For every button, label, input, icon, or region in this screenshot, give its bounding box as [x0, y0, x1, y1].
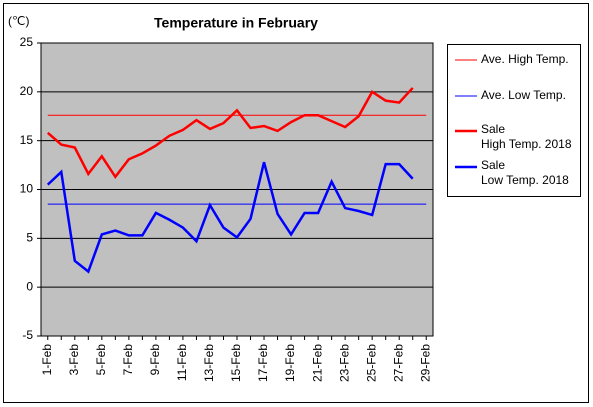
x-tick-label: 1-Feb — [40, 344, 54, 376]
x-tick-label: 23-Feb — [337, 344, 351, 382]
x-tick-label: 27-Feb — [391, 344, 405, 382]
chart-title: Temperature in February — [154, 15, 318, 31]
x-tick-label: 13-Feb — [202, 344, 216, 382]
x-tick-label: 19-Feb — [283, 344, 297, 382]
x-tick-label: 9-Feb — [148, 344, 162, 376]
x-tick-label: 7-Feb — [121, 344, 135, 376]
y-tick-label: 5 — [26, 231, 33, 245]
x-tick-label: 17-Feb — [256, 344, 270, 382]
legend-label: Sale High Temp. 2018 — [481, 122, 572, 151]
x-tick-label: 11-Feb — [175, 344, 189, 381]
x-tick-label: 21-Feb — [310, 344, 324, 382]
y-tick-label: 25 — [20, 35, 34, 49]
x-tick-label: 15-Feb — [229, 344, 243, 382]
x-tick-label: 29-Feb — [418, 344, 432, 382]
y-tick-label: 0 — [26, 279, 33, 293]
x-tick-label: 3-Feb — [67, 344, 81, 376]
y-tick-label: 15 — [20, 133, 34, 147]
x-tick-label: 5-Feb — [94, 344, 108, 376]
series-line — [46, 161, 414, 274]
legend-box — [447, 44, 581, 197]
series-line — [46, 87, 414, 179]
x-tick-label: 25-Feb — [364, 344, 378, 382]
y-tick-label: 20 — [20, 84, 34, 98]
y-tick-label: -5 — [22, 328, 33, 342]
y-axis-label: (℃) — [8, 14, 29, 28]
legend-label: Ave. Low Temp. — [481, 88, 566, 102]
legend-label: Ave. High Temp. — [481, 52, 569, 66]
y-tick-label: 10 — [20, 182, 34, 196]
legend-label: Sale Low Temp. 2018 — [481, 158, 569, 187]
